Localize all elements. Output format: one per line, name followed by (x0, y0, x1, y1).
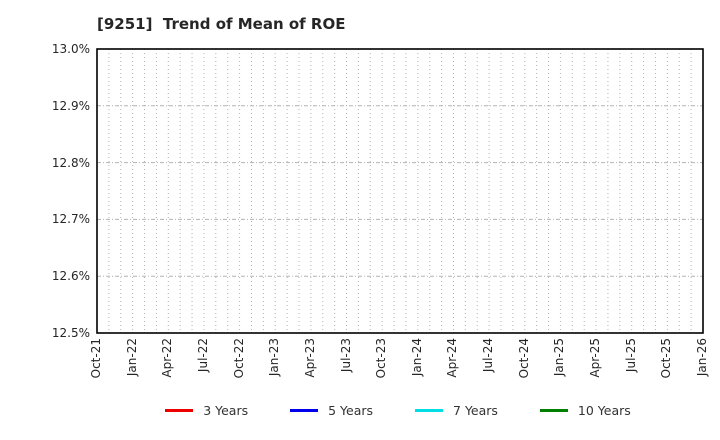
legend-line-icon (539, 409, 568, 412)
x-tick-label: Jul-25 (623, 338, 638, 373)
x-tick-label: Oct-21 (89, 338, 103, 379)
x-tick-label: Jan-23 (267, 338, 282, 377)
x-tick-label: Jan-26 (695, 338, 709, 377)
y-tick-label: 12.7% (51, 212, 90, 227)
x-tick-label: Oct-22 (231, 338, 246, 379)
y-tick-label: 12.9% (51, 98, 90, 113)
legend-line-icon (165, 409, 194, 412)
x-tick-label: Apr-23 (302, 338, 317, 378)
x-tick-label: Apr-24 (445, 338, 460, 378)
legend-item-3-years: 3 Years (165, 403, 248, 418)
legend-label: 3 Years (203, 403, 249, 418)
x-tick-label: Oct-25 (659, 338, 674, 379)
x-tick-label: Apr-22 (160, 338, 175, 378)
x-tick-label: Oct-24 (516, 338, 531, 379)
legend-item-5-years: 5 Years (290, 403, 373, 418)
x-tick-label: Jan-22 (124, 338, 139, 377)
x-tick-label: Oct-23 (374, 338, 389, 379)
chart-title: [9251] Trend of Mean of ROE (97, 15, 346, 33)
y-tick-label: 12.8% (51, 155, 90, 170)
x-tick-label: Jul-22 (195, 338, 210, 373)
legend-label: 7 Years (453, 403, 498, 418)
legend-line-icon (415, 409, 444, 412)
y-tick-label: 12.5% (51, 326, 90, 340)
legend-line-icon (290, 409, 319, 412)
legend-item-10-years: 10 Years (539, 403, 631, 418)
x-tick-label: Jan-25 (552, 338, 567, 377)
y-tick-label: 12.6% (51, 269, 90, 284)
x-tick-label: Jan-24 (409, 338, 424, 377)
x-tick-label: Apr-25 (588, 338, 603, 378)
x-tick-label: Jul-23 (338, 338, 353, 373)
plot-border (96, 48, 704, 334)
y-tick-label: 13.0% (51, 42, 90, 56)
legend-label: 10 Years (577, 403, 631, 418)
x-tick-label: Jul-24 (481, 338, 496, 373)
legend-item-7-years: 7 Years (415, 403, 498, 418)
legend-label: 5 Years (328, 403, 374, 418)
legend: 3 Years 5 Years 7 Years 10 Years (38, 403, 720, 418)
